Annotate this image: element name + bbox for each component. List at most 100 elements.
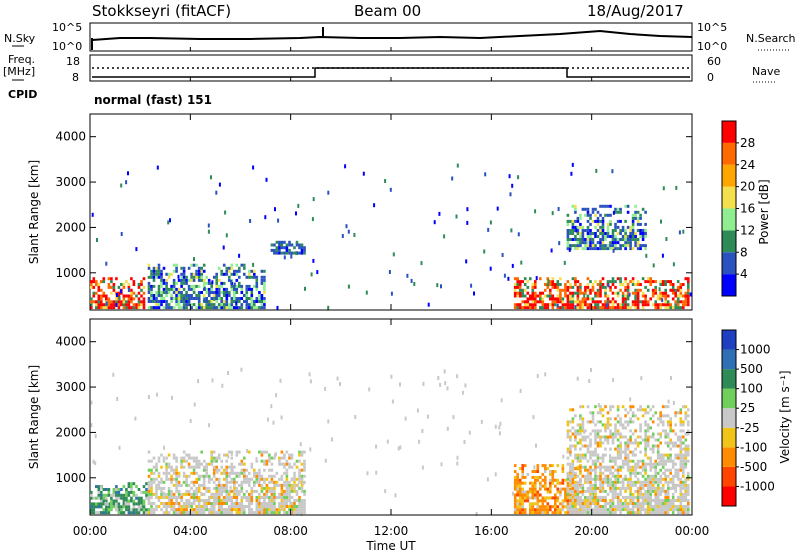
velocity-scatter-cell xyxy=(300,480,304,484)
velocity-scatter-cell xyxy=(145,496,148,500)
velocity-scatter-cell xyxy=(190,508,193,512)
power-scatter-cell xyxy=(255,306,259,310)
velocity-scatter-cell xyxy=(629,465,632,469)
velocity-scatter-cell xyxy=(569,450,572,454)
power-scatter-cell xyxy=(175,263,178,267)
velocity-scatter-cell xyxy=(656,492,660,496)
velocity-scatter-cell xyxy=(576,499,580,502)
power-scatter-cell xyxy=(177,287,181,291)
velocity-scatter-cell xyxy=(187,511,191,515)
power-scatter-cell xyxy=(561,303,565,307)
velocity-scatter-cell xyxy=(654,468,657,472)
power-scatter-cell xyxy=(594,294,597,298)
velocity-scatter-cell xyxy=(676,474,680,478)
velocity-scatter-cell xyxy=(142,505,146,509)
velocity-scatter-cell xyxy=(589,471,592,475)
power-scatter-cell xyxy=(180,272,183,276)
power-scatter-cell xyxy=(596,216,600,220)
power-scatter-cell xyxy=(228,294,231,297)
velocity-scatter-cell xyxy=(205,499,208,502)
power-scatter-cell xyxy=(574,207,577,211)
velocity-scatter-cell xyxy=(217,492,221,496)
power-scatter-cell xyxy=(601,204,605,208)
velocity-scatter-cell xyxy=(185,511,188,515)
velocity-scatter-cell xyxy=(202,502,206,505)
velocity-noise-cell xyxy=(147,395,150,399)
power-scatter-cell xyxy=(248,297,251,300)
power-scatter-cell xyxy=(634,244,637,248)
power-scatter-cell xyxy=(571,306,575,310)
power-scatter-cell xyxy=(125,306,128,310)
velocity-scatter-cell xyxy=(601,423,605,427)
power-scatter-cell xyxy=(117,306,121,310)
velocity-scatter-cell xyxy=(258,468,261,472)
velocity-scatter-cell xyxy=(283,508,286,512)
velocity-scatter-cell xyxy=(544,484,547,488)
power-scatter-cell xyxy=(278,240,281,244)
velocity-scatter-cell xyxy=(155,468,158,472)
velocity-scatter-cell xyxy=(167,511,171,515)
velocity-scatter-cell xyxy=(200,474,203,478)
velocity-scatter-cell xyxy=(210,492,213,496)
power-scatter-cell xyxy=(586,213,590,217)
velocity-scatter-cell xyxy=(225,492,228,496)
velocity-scatter-cell xyxy=(185,508,188,512)
velocity-scatter-cell xyxy=(669,447,672,451)
velocity-scatter-cell xyxy=(616,505,620,508)
power-scatter-cell xyxy=(669,288,672,292)
velocity-scatter-cell xyxy=(609,468,612,472)
velocity-scatter-cell xyxy=(300,453,304,457)
power-scatter-cell xyxy=(684,297,688,301)
velocity-scatter-cell xyxy=(263,508,266,512)
velocity-scatter-cell xyxy=(270,508,274,512)
power-scatter-cell xyxy=(235,263,239,267)
velocity-noise-cell xyxy=(667,399,670,404)
velocity-scatter-cell xyxy=(651,486,655,490)
velocity-noise-cell xyxy=(422,381,425,386)
power-scatter-cell xyxy=(624,277,627,281)
power-colorbar-tick-label: 4 xyxy=(740,267,748,281)
velocity-scatter-cell xyxy=(117,496,121,500)
velocity-scatter-cell xyxy=(157,483,161,487)
power-scatter-cell xyxy=(207,287,211,291)
velocity-scatter-cell xyxy=(228,465,231,469)
velocity-scatter-cell xyxy=(591,489,595,493)
velocity-scatter-cell xyxy=(185,453,188,457)
power-scatter-cell xyxy=(629,306,632,310)
velocity-scatter-cell xyxy=(669,423,672,427)
power-scatter-cell xyxy=(569,219,572,223)
velocity-scatter-cell xyxy=(649,465,652,469)
velocity-scatter-cell xyxy=(666,468,670,472)
velocity-scatter-cell xyxy=(539,508,542,512)
velocity-scatter-cell xyxy=(120,508,123,512)
velocity-scatter-cell xyxy=(574,511,577,515)
velocity-scatter-cell xyxy=(646,486,650,490)
velocity-scatter-cell xyxy=(687,508,690,512)
velocity-scatter-cell xyxy=(651,465,655,469)
power-scatter-cell xyxy=(534,280,537,284)
velocity-scatter-cell xyxy=(636,417,640,421)
velocity-scatter-cell xyxy=(190,486,193,490)
velocity-scatter-cell xyxy=(619,468,622,472)
power-scatter-cell xyxy=(641,232,645,235)
freq-tick-top: 18 xyxy=(66,55,80,68)
velocity-scatter-cell xyxy=(97,493,101,497)
velocity-scatter-cell xyxy=(165,477,168,481)
velocity-scatter-cell xyxy=(544,499,547,503)
power-scatter-cell xyxy=(594,280,597,284)
velocity-scatter-cell xyxy=(288,483,291,487)
power-noise-cell xyxy=(362,171,365,176)
velocity-scatter-cell xyxy=(185,477,188,481)
velocity-scatter-cell xyxy=(125,505,128,509)
velocity-scatter-cell xyxy=(293,477,296,481)
power-scatter-cell xyxy=(639,247,642,251)
power-scatter-cell xyxy=(175,294,178,297)
velocity-scatter-cell xyxy=(220,471,223,475)
velocity-scatter-cell xyxy=(516,493,519,497)
velocity-scatter-cell xyxy=(616,420,620,424)
power-scatter-cell xyxy=(579,232,582,235)
power-scatter-cell xyxy=(97,294,101,298)
velocity-scatter-cell xyxy=(205,462,208,466)
power-scatter-cell xyxy=(611,297,615,301)
velocity-scatter-cell xyxy=(664,441,667,445)
